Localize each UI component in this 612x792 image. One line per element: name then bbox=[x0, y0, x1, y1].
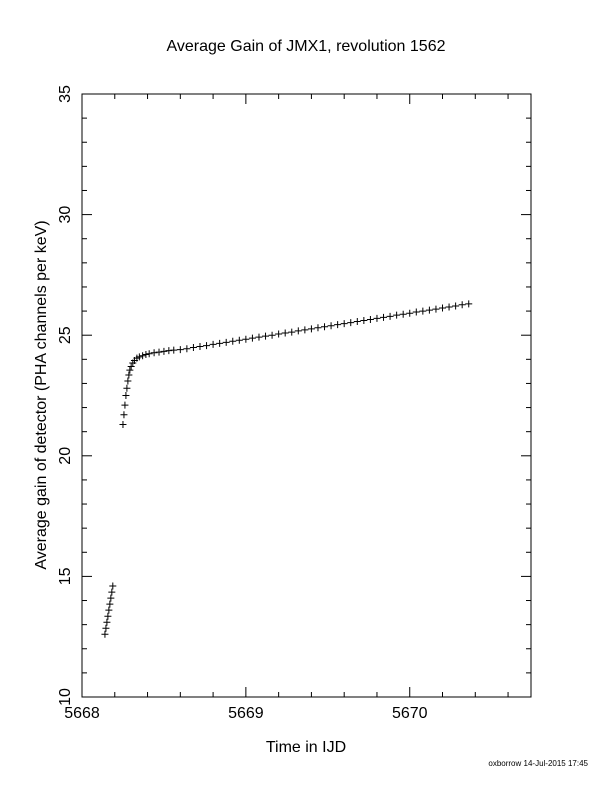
data-point bbox=[176, 346, 184, 354]
chart-title: Average Gain of JMX1, revolution 1562 bbox=[167, 38, 446, 55]
data-point bbox=[127, 363, 135, 371]
data-point bbox=[248, 334, 256, 342]
data-point bbox=[321, 323, 329, 331]
data-point bbox=[419, 307, 427, 315]
data-point bbox=[104, 612, 112, 620]
data-point bbox=[126, 366, 134, 374]
data-point bbox=[101, 630, 109, 638]
data-point bbox=[145, 350, 153, 358]
data-point bbox=[307, 325, 315, 333]
data-point bbox=[425, 306, 433, 314]
data-point bbox=[209, 340, 217, 348]
data-point bbox=[327, 322, 335, 330]
data-point bbox=[122, 392, 130, 399]
data-point bbox=[268, 331, 276, 339]
y-tick-label: 20 bbox=[57, 447, 74, 465]
data-point bbox=[108, 588, 116, 596]
data-point bbox=[255, 333, 263, 341]
data-point bbox=[452, 302, 460, 310]
data-point bbox=[189, 344, 197, 352]
data-point bbox=[235, 336, 243, 344]
y-tick-label: 10 bbox=[57, 688, 74, 706]
data-point bbox=[160, 347, 168, 355]
data-point bbox=[196, 343, 204, 351]
data-point bbox=[102, 624, 110, 632]
data-point bbox=[439, 304, 447, 312]
data-point bbox=[203, 342, 211, 350]
data-point bbox=[347, 319, 355, 327]
data-point bbox=[123, 384, 131, 392]
y-axis-label: Average gain of detector (PHA channels p… bbox=[33, 220, 50, 569]
data-point bbox=[106, 600, 114, 608]
data-point bbox=[353, 317, 361, 325]
x-tick-label: 5668 bbox=[64, 705, 100, 722]
data-point bbox=[139, 352, 147, 360]
data-point bbox=[366, 316, 374, 324]
data-point bbox=[334, 321, 342, 329]
data-point bbox=[125, 371, 133, 379]
footer: oxborrow 14-Jul-2015 17:45 bbox=[488, 759, 588, 768]
data-point bbox=[360, 316, 368, 324]
data-point bbox=[275, 330, 283, 338]
x-axis-label: Time in IJD bbox=[266, 739, 346, 756]
data-point bbox=[465, 300, 473, 308]
data-point bbox=[142, 350, 150, 358]
data-point bbox=[281, 329, 289, 337]
y-tick-label: 30 bbox=[57, 206, 74, 224]
data-point bbox=[294, 327, 302, 335]
data-point bbox=[242, 335, 250, 343]
data-point bbox=[107, 594, 115, 602]
data-point bbox=[120, 411, 128, 419]
data-point bbox=[314, 324, 322, 332]
data-point bbox=[301, 326, 309, 334]
x-tick-label: 5669 bbox=[228, 705, 264, 722]
data-point bbox=[288, 328, 296, 336]
data-point bbox=[222, 338, 230, 346]
data-point bbox=[121, 401, 129, 409]
data-point bbox=[262, 332, 270, 340]
data-point bbox=[150, 349, 158, 357]
data-point bbox=[399, 310, 407, 318]
y-tick-label: 15 bbox=[57, 567, 74, 585]
x-tick-label: 5670 bbox=[392, 705, 428, 722]
data-point bbox=[103, 618, 111, 626]
plot-frame bbox=[81, 93, 532, 698]
data-point bbox=[119, 420, 127, 428]
data-point bbox=[393, 311, 401, 319]
data-point bbox=[432, 305, 440, 313]
data-point bbox=[135, 353, 143, 361]
data-point bbox=[183, 345, 191, 353]
data-point bbox=[155, 348, 163, 356]
data-point bbox=[340, 320, 348, 328]
data-point bbox=[170, 346, 178, 354]
data-point bbox=[124, 377, 132, 385]
data-point bbox=[373, 314, 381, 322]
y-tick-label: 35 bbox=[57, 85, 74, 103]
data-point bbox=[109, 582, 117, 590]
data-point bbox=[445, 303, 453, 311]
data-point bbox=[229, 337, 237, 345]
data-point bbox=[406, 309, 414, 317]
data-point bbox=[386, 312, 394, 320]
data-point bbox=[380, 313, 388, 321]
data-point bbox=[105, 606, 113, 614]
data-point bbox=[412, 308, 420, 316]
data-point bbox=[458, 301, 466, 309]
y-tick-label: 25 bbox=[57, 326, 74, 344]
data-point bbox=[216, 339, 224, 347]
